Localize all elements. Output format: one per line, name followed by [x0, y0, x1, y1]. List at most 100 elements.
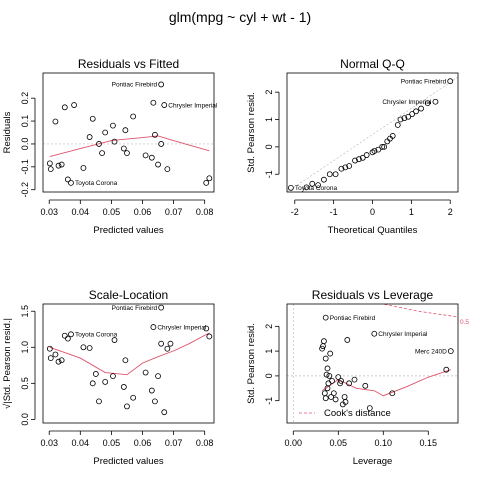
y-tick-label: -1 [264, 170, 274, 178]
point-label: Toyota Corona [75, 180, 118, 187]
x-tick-label: 0.00 [285, 438, 303, 448]
data-point [162, 103, 167, 108]
data-point [149, 388, 154, 393]
data-point [207, 334, 212, 339]
point-label: Pontiac Firebird [330, 315, 376, 322]
data-point [131, 395, 136, 400]
data-point [156, 374, 161, 379]
x-tick-label: 0.05 [103, 207, 121, 217]
y-tick-label: 2 [264, 324, 274, 329]
panel-sl: Scale-LocationPredicted values√|Std. Pea… [2, 288, 214, 467]
data-point [121, 146, 126, 151]
x-tick-label: 0.05 [330, 438, 348, 448]
data-point [56, 163, 61, 168]
data-point [121, 384, 126, 389]
data-point [333, 172, 338, 177]
x-tick-label: 0.03 [40, 438, 58, 448]
x-tick-label: 0.07 [165, 207, 183, 217]
plot-area [287, 289, 458, 423]
data-point [159, 305, 164, 310]
x-axis-label: Predicted values [93, 456, 163, 467]
data-point [151, 100, 156, 105]
x-tick-label: 0 [370, 207, 375, 217]
plot-area [287, 77, 458, 192]
data-point [328, 351, 333, 356]
data-point [323, 396, 328, 401]
panel-rvl: Residuals vs Leverage Leverage Std. Pearso… [246, 288, 469, 467]
data-point [159, 341, 164, 346]
data-point [62, 333, 67, 338]
data-point [342, 394, 347, 399]
plot-area [43, 82, 214, 185]
y-axis-label: √|Std. Pearson resid.| [2, 318, 13, 409]
data-point [321, 339, 326, 344]
data-point [395, 122, 400, 127]
y-tick-label: 2 [264, 90, 274, 95]
x-tick-label: 0.05 [103, 438, 121, 448]
data-point [72, 103, 77, 108]
data-point [53, 352, 58, 357]
data-point [87, 345, 92, 350]
x-tick-label: -1 [330, 207, 338, 217]
main-title: glm(mpg ~ cyl + wt - 1) [169, 9, 311, 25]
point-label: Pontiac Firebird [112, 82, 158, 89]
data-point [96, 399, 101, 404]
data-point [149, 155, 154, 160]
data-point [156, 162, 161, 167]
x-axis-label: Theoretical Quantiles [328, 225, 418, 236]
point-label: Chrysler Imperial [378, 331, 428, 338]
x-tick-label: 0.07 [165, 438, 183, 448]
y-tick-label: 1 [264, 349, 274, 354]
data-point [90, 381, 95, 386]
x-tick-label: 0.04 [72, 207, 90, 217]
cooks-contour-label: 0.5 [460, 319, 469, 326]
x-tick-label: 1 [409, 207, 414, 217]
data-point [100, 151, 105, 156]
x-tick-label: 0.06 [134, 438, 152, 448]
plot-frame [43, 304, 214, 423]
data-point [65, 336, 70, 341]
data-point [59, 358, 64, 363]
y-tick-label: 0.5 [20, 377, 30, 390]
data-point [326, 381, 331, 386]
point-label: Merc 240D [415, 348, 447, 355]
y-tick-label: 0.2 [20, 92, 30, 105]
data-point [110, 123, 115, 128]
data-point [159, 82, 164, 87]
data-point [124, 404, 129, 409]
y-axis-label: Std. Pearson resid. [246, 92, 257, 173]
legend-label: Cook's distance [324, 408, 391, 419]
panel-qq: Normal Q-Q Theoretical Quantiles Std. Pear… [246, 57, 458, 236]
point-label: Toyota Corona [295, 185, 338, 192]
data-point [103, 379, 108, 384]
data-point [448, 349, 453, 354]
data-point [352, 377, 357, 382]
data-point [81, 165, 86, 170]
data-point [56, 359, 61, 364]
data-point [103, 130, 108, 135]
data-point [151, 325, 156, 330]
data-point [68, 180, 73, 185]
data-point [372, 331, 377, 336]
data-point [330, 378, 335, 383]
panels: Residuals vs Fitted Predicted values Resid… [2, 57, 469, 467]
y-tick-label: 0.0 [20, 138, 30, 151]
data-point [321, 177, 326, 182]
plot-area [47, 305, 211, 415]
data-point [123, 358, 128, 363]
data-point [323, 356, 328, 361]
data-point [90, 116, 95, 121]
y-tick-label: 0 [264, 373, 274, 378]
plot-frame [43, 73, 214, 192]
y-tick-label: -1 [264, 397, 274, 405]
panel-title: Residuals vs Fitted [78, 57, 179, 71]
panel-rvf: Residuals vs Fitted Predicted values Resid… [2, 57, 218, 236]
data-point [68, 332, 73, 337]
data-point [62, 105, 67, 110]
data-point [124, 151, 129, 156]
data-point [207, 176, 212, 181]
data-point [323, 315, 328, 320]
y-tick-label: 0 [264, 144, 274, 149]
x-tick-label: -2 [291, 207, 299, 217]
data-point [143, 153, 148, 158]
